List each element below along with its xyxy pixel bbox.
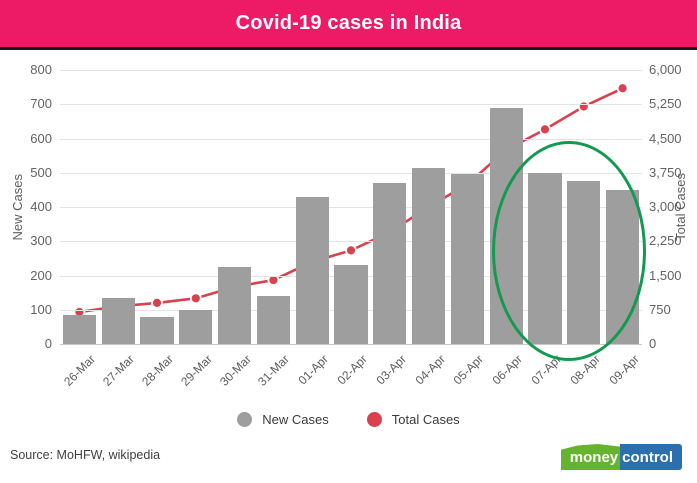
- total-cases-dot-icon: [366, 412, 382, 427]
- legend-label: New Cases: [262, 412, 329, 427]
- gridline: [60, 207, 642, 208]
- new-cases-dot-icon: [237, 412, 253, 427]
- left-axis-tick-label: 0: [44, 336, 52, 351]
- x-axis-label-29-Mar: 29-Mar: [177, 352, 215, 389]
- left-axis-tick-label: 700: [30, 96, 52, 112]
- title-bar: Covid-19 cases in India: [0, 0, 697, 47]
- right-axis-tick-label: 5,250: [649, 96, 682, 112]
- dot-31-Mar: [267, 274, 280, 286]
- legend-label: Total Cases: [391, 412, 460, 427]
- dot-07-Apr: [539, 123, 551, 136]
- dot-08-Apr: [577, 100, 590, 113]
- bar-03-Apr: [373, 183, 407, 344]
- dot-02-Apr: [345, 244, 357, 257]
- x-axis-label-05-Apr: 05-Apr: [450, 352, 487, 388]
- left-axis-tick-label: 100: [30, 301, 52, 317]
- right-axis-tick-label: 3,750: [649, 164, 682, 180]
- gridline: [60, 138, 642, 140]
- chart-legend: New Cases Total Cases: [0, 412, 697, 427]
- title-underline: [0, 47, 697, 50]
- x-axis-line: [60, 344, 642, 345]
- bar-28-Mar: [140, 316, 174, 344]
- legend-item-new-cases: New Cases: [237, 412, 329, 427]
- x-axis-label-03-Apr: 03-Apr: [373, 352, 409, 388]
- dot-28-Mar: [151, 296, 163, 309]
- x-axis-label-26-Mar: 26-Mar: [61, 352, 99, 389]
- left-axis-tick-label: 600: [30, 130, 52, 146]
- bar-27-Mar: [101, 297, 135, 344]
- x-axis-label-09-Apr: 09-Apr: [606, 352, 642, 388]
- logo-money-part: money: [560, 444, 621, 470]
- x-axis-label-02-Apr: 02-Apr: [334, 352, 370, 388]
- left-axis-tick-label: 500: [30, 164, 52, 180]
- left-axis-tick-label: 300: [30, 233, 52, 249]
- bar-02-Apr: [334, 265, 368, 344]
- gridline: [60, 241, 642, 243]
- right-axis-tick-label: 4,500: [649, 130, 682, 146]
- bar-01-Apr: [295, 196, 329, 344]
- bar-31-Mar: [256, 296, 291, 344]
- right-axis-tick-label: 3,000: [649, 199, 682, 214]
- source-attribution: Source: MoHFW, wikipedia: [10, 448, 161, 462]
- x-axis-label-06-Apr: 06-Apr: [489, 352, 526, 388]
- dot-29-Mar: [189, 292, 202, 305]
- x-axis-label-28-Mar: 28-Mar: [139, 352, 176, 389]
- gridline: [60, 70, 642, 71]
- right-axis-tick-label: 6,000: [649, 62, 682, 77]
- page-title: Covid-19 cases in India: [235, 12, 462, 34]
- bar-04-Apr: [411, 167, 446, 344]
- right-axis-tick-label: 750: [649, 301, 671, 317]
- logo-control-part: control: [620, 444, 682, 470]
- x-axis-label-27-Mar: 27-Mar: [100, 352, 138, 389]
- x-axis-label-01-Apr: 01-Apr: [295, 352, 332, 388]
- highlight-ellipse-annotation: [492, 141, 646, 361]
- x-axis-label-31-Mar: 31-Mar: [255, 352, 293, 389]
- gridline: [60, 104, 642, 106]
- left-axis-tick-label: 200: [30, 267, 52, 283]
- gridline: [60, 172, 642, 174]
- left-axis-tick-label: 400: [30, 199, 52, 214]
- legend-item-total-cases: Total Cases: [366, 412, 460, 427]
- x-axis-label-04-Apr: 04-Apr: [412, 352, 448, 388]
- left-axis-tick-label: 800: [30, 62, 52, 77]
- x-axis-label-30-Mar: 30-Mar: [216, 352, 254, 389]
- bar-29-Mar: [179, 309, 213, 344]
- right-axis-tick-label: 0: [649, 336, 657, 351]
- bar-26-Mar: [62, 314, 97, 344]
- bar-30-Mar: [217, 266, 252, 344]
- right-axis-tick-label: 2,250: [649, 233, 682, 249]
- bar-05-Apr: [450, 174, 485, 344]
- dot-09-Apr: [616, 82, 629, 95]
- right-axis-tick-label: 1,500: [649, 267, 682, 283]
- moneycontrol-logo: money control: [560, 443, 682, 470]
